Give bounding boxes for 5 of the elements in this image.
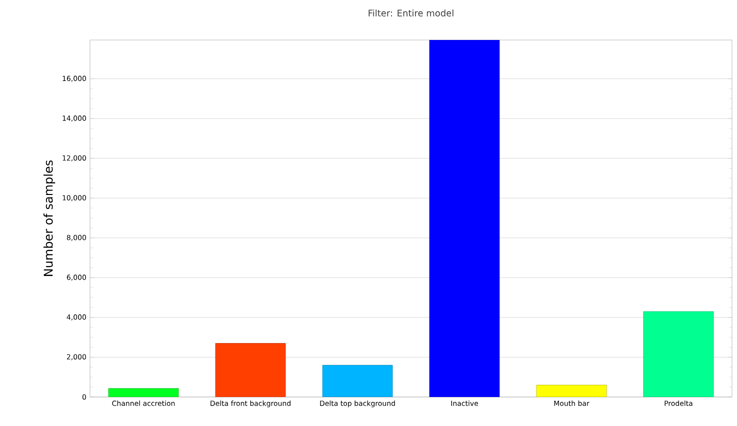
bar xyxy=(429,40,500,397)
bar xyxy=(322,364,393,397)
chart-title: Filter: Entire model xyxy=(368,10,454,16)
bar xyxy=(536,384,607,397)
y-axis-title: Number of samples xyxy=(44,160,56,276)
